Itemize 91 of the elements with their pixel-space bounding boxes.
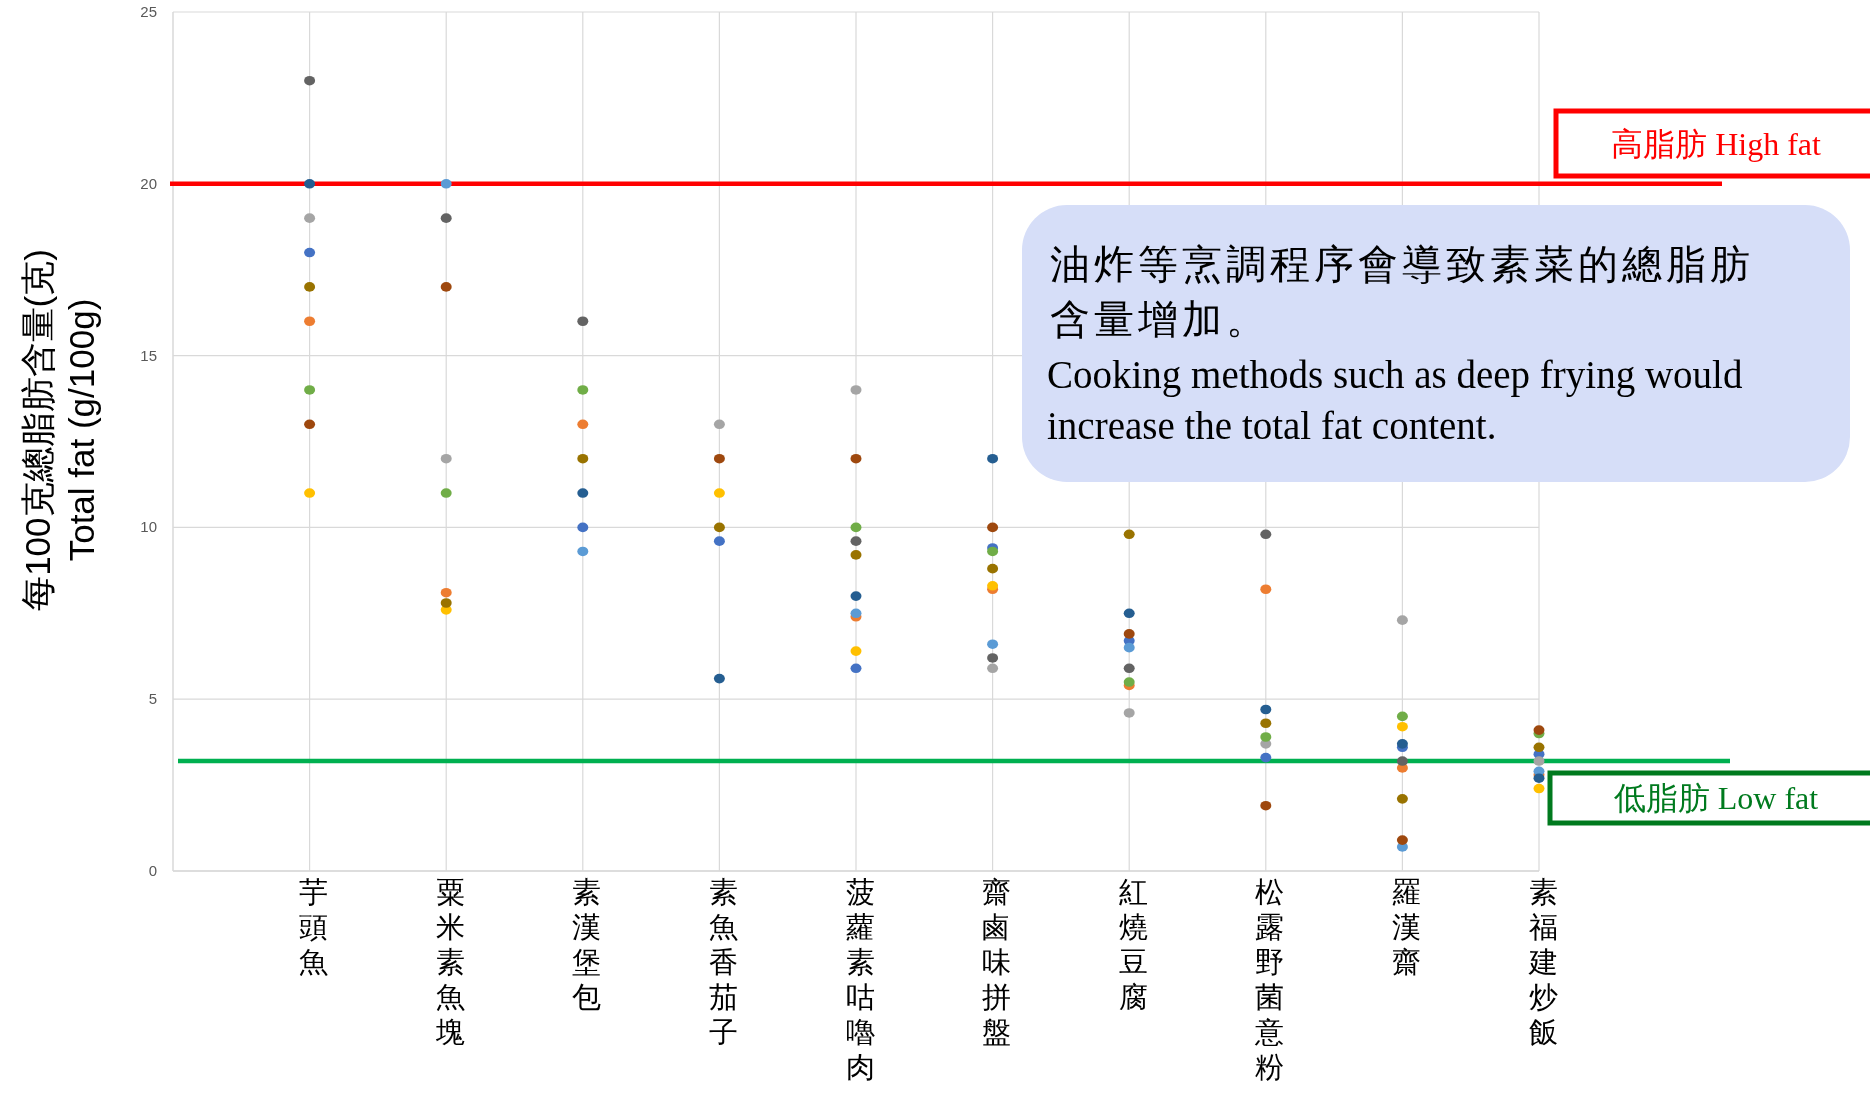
point <box>1396 794 1408 804</box>
point <box>713 673 725 684</box>
x-tick-label: 齋鹵味拼盤 <box>982 876 1012 1048</box>
point <box>577 546 589 557</box>
point <box>1396 711 1408 722</box>
point <box>1396 739 1408 749</box>
point <box>304 179 316 189</box>
y-tick-label: 5 <box>148 690 157 708</box>
y-tick-label: 10 <box>140 518 157 536</box>
point <box>1260 529 1272 540</box>
point <box>304 75 316 86</box>
point <box>1260 584 1272 595</box>
point <box>1260 704 1272 715</box>
point <box>850 385 862 395</box>
ref-line-label: 低脂肪 Low fat <box>1613 780 1819 816</box>
ref-line-label: 高脂肪 High fat <box>1611 125 1821 162</box>
point <box>440 598 452 608</box>
point <box>440 453 452 464</box>
point <box>1123 529 1135 540</box>
x-tick-label: 羅漢齋 <box>1391 876 1421 978</box>
annotation: 油炸等烹調程序會導致素菜的總脂肪含量增加。 Cooking methods such as deep frying would increase the total fat content. <box>1047 242 1754 447</box>
x-tick-label: 素福建炒飯 <box>1527 876 1558 1048</box>
point <box>577 385 589 395</box>
point <box>304 282 316 292</box>
point <box>304 385 316 395</box>
y-axis-title: 每100克總脂肪含量(克) Total fat (g/100g) <box>18 249 101 611</box>
point <box>987 522 999 533</box>
point <box>440 179 452 189</box>
point <box>987 453 999 464</box>
point <box>713 522 725 533</box>
point <box>440 488 452 498</box>
y-tick-label: 20 <box>140 174 157 192</box>
point <box>1260 800 1272 811</box>
point <box>304 213 316 223</box>
point <box>1533 742 1545 753</box>
x-tick-label: 芋頭魚 <box>299 876 329 978</box>
point <box>1533 773 1545 784</box>
point <box>987 639 999 650</box>
point <box>1260 718 1272 729</box>
point <box>577 522 589 533</box>
point <box>577 419 589 430</box>
point <box>1123 629 1135 639</box>
x-tick-label: 紅燒豆腐 <box>1118 876 1148 1013</box>
point <box>577 316 589 327</box>
point <box>1396 835 1408 845</box>
y-tick-label: 0 <box>148 862 157 879</box>
point <box>304 488 316 498</box>
x-tick-label: 松露野菌意粉 <box>1254 876 1285 1083</box>
point <box>1396 756 1408 766</box>
point <box>850 663 862 674</box>
x-tick-label: 素魚香茄子 <box>708 876 738 1048</box>
point <box>1123 642 1135 653</box>
point <box>1533 756 1545 766</box>
point <box>713 488 725 498</box>
point <box>987 563 999 574</box>
x-tick-label: 粟米素魚塊 <box>434 876 465 1048</box>
point <box>713 419 725 430</box>
point <box>1260 732 1272 742</box>
point <box>1396 615 1408 625</box>
point <box>440 587 452 598</box>
point <box>1396 721 1408 732</box>
x-tick-label: 菠蘿素咕嚕肉 <box>845 876 875 1083</box>
point <box>440 282 452 292</box>
point <box>1123 708 1135 718</box>
point <box>850 536 862 546</box>
x-tick-label: 素漢堡包 <box>572 876 602 1013</box>
point <box>1123 677 1135 687</box>
y-tick-label: 25 <box>140 3 157 20</box>
point <box>850 646 862 656</box>
point <box>1123 663 1135 674</box>
point <box>850 453 862 464</box>
y-tick-label: 15 <box>140 346 157 364</box>
point <box>987 581 999 591</box>
point <box>987 653 999 663</box>
point <box>440 213 452 223</box>
point <box>304 316 316 327</box>
point <box>304 247 316 258</box>
point <box>304 419 316 430</box>
point <box>987 663 999 674</box>
point <box>987 546 999 557</box>
point <box>713 536 725 546</box>
point <box>850 591 862 601</box>
point <box>1533 783 1545 794</box>
point <box>1533 725 1545 735</box>
point <box>577 453 589 464</box>
point <box>1123 608 1135 619</box>
point <box>1260 752 1272 763</box>
point <box>850 550 862 560</box>
point <box>713 453 725 464</box>
point <box>577 488 589 498</box>
point <box>850 522 862 533</box>
